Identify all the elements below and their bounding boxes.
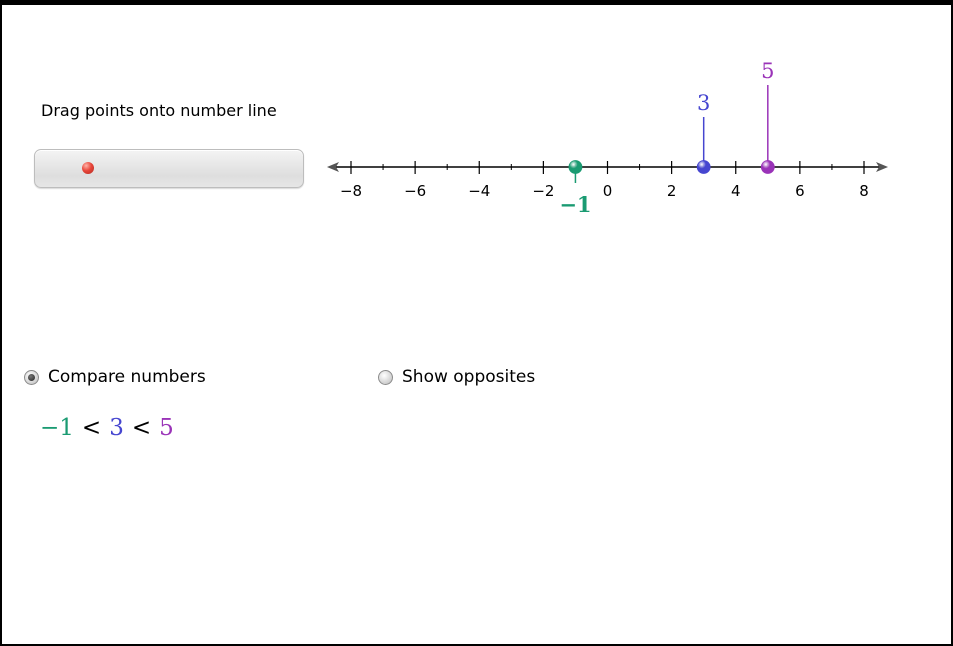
number-line-point[interactable]	[760, 160, 775, 174]
tick-label: 2	[667, 182, 677, 200]
comparison-value-a: −1	[40, 415, 74, 441]
tick-label: 0	[603, 182, 613, 200]
number-line-point[interactable]	[568, 160, 583, 174]
show-opposites-radio[interactable]	[378, 369, 393, 385]
comparison-operator-2: <	[131, 415, 152, 441]
tick-label: −4	[468, 182, 490, 200]
number-line-point[interactable]	[696, 160, 711, 174]
tick-label: 4	[731, 182, 741, 200]
point-label: 5	[761, 59, 774, 83]
number-line: −8 −6 −4 −2 0 2 4 6 8 −1 3 5	[326, 59, 889, 217]
comparison-value-b: 3	[109, 415, 124, 441]
compare-numbers-option[interactable]: Compare numbers	[24, 367, 206, 387]
show-opposites-label: Show opposites	[402, 367, 536, 387]
tick-label: −6	[404, 182, 426, 200]
tick-label: −8	[340, 182, 362, 200]
point-label: −1	[559, 192, 591, 217]
instruction-text: Drag points onto number line	[41, 101, 277, 120]
comparison-value-c: 5	[159, 415, 174, 441]
show-opposites-option[interactable]: Show opposites	[378, 367, 535, 387]
comparison-operator-1: <	[81, 415, 102, 441]
tick-label: −2	[532, 182, 554, 200]
point-label: 3	[697, 91, 710, 115]
axis-arrow-right	[876, 162, 889, 172]
point-tray	[34, 149, 304, 188]
comparison-statement: −1 <3 <5	[40, 415, 176, 441]
tick-label: 8	[859, 182, 869, 200]
compare-numbers-label: Compare numbers	[48, 367, 206, 387]
tick-label: 6	[795, 182, 805, 200]
axis-arrow-left	[326, 162, 339, 172]
draggable-red-point[interactable]	[82, 162, 94, 174]
compare-numbers-radio[interactable]	[24, 369, 39, 385]
